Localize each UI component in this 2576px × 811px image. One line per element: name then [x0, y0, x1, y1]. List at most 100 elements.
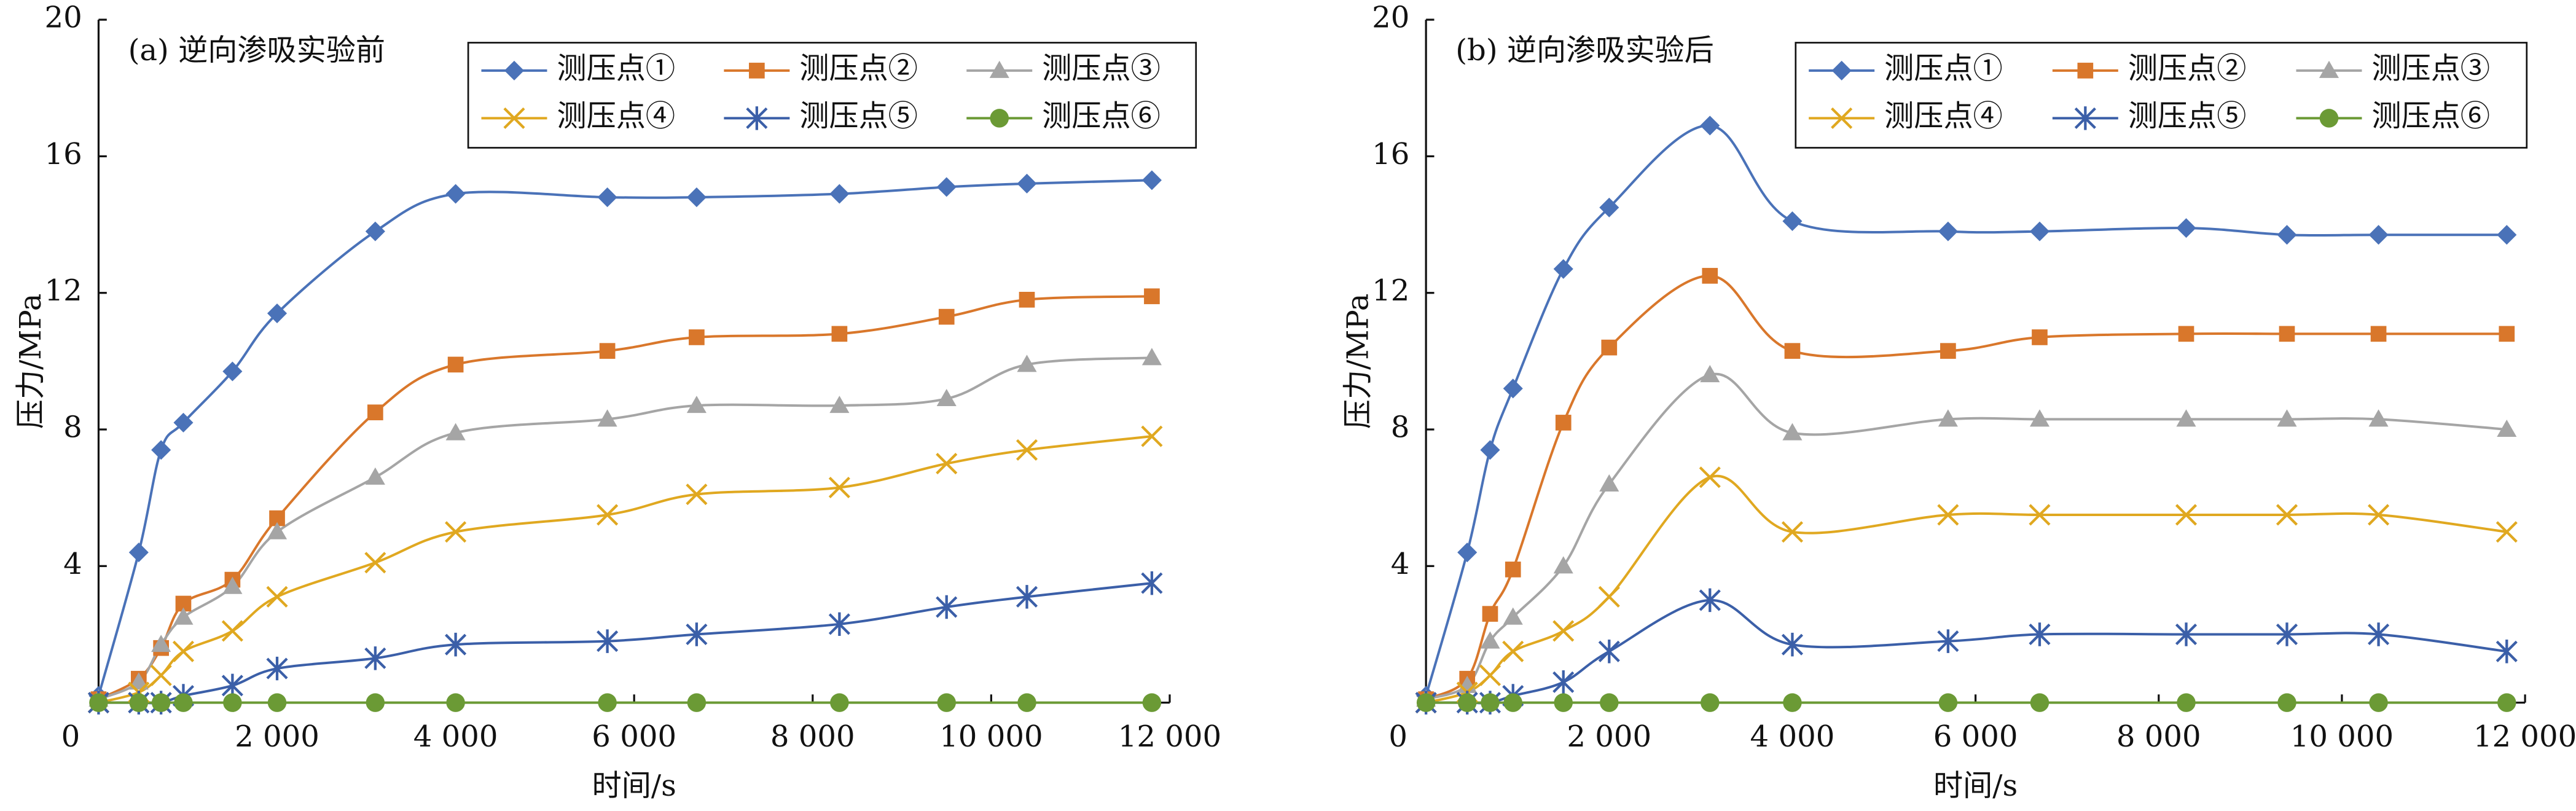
marker: [599, 343, 616, 359]
marker: [2319, 109, 2339, 128]
marker-shape: [1784, 343, 1801, 359]
marker: [2029, 504, 2051, 526]
marker: [597, 409, 617, 427]
marker: [1699, 588, 1721, 613]
legend-label: 测压点②: [2128, 51, 2247, 85]
marker: [1937, 504, 1959, 526]
marker: [1940, 343, 1956, 359]
marker-shape: [1552, 620, 1575, 642]
marker: [1782, 211, 1803, 232]
marker-shape: [1601, 339, 1618, 356]
marker: [686, 484, 708, 506]
marker: [2032, 329, 2048, 345]
marker-shape: [446, 693, 465, 712]
marker: [687, 693, 707, 712]
marker-shape: [2319, 109, 2339, 128]
marker-shape: [1480, 440, 1500, 460]
subplot: 4 8 12 16 20 0 2 000 4 000 6 000 8 000 10 000 12 00…: [1341, 1, 2576, 804]
marker: [1017, 355, 1037, 372]
marker: [267, 304, 288, 324]
y-tick-label: 12: [44, 273, 82, 308]
marker: [1702, 268, 1718, 284]
y-tick-label: 16: [1372, 137, 1409, 171]
marker-shape: [1699, 466, 1721, 488]
legend-box: [1795, 42, 2528, 149]
marker: [936, 595, 958, 619]
marker: [2279, 326, 2295, 342]
marker: [1699, 466, 1721, 488]
marker-shape: [1141, 348, 1162, 366]
marker-shape: [2368, 225, 2389, 245]
marker-shape: [2277, 409, 2297, 427]
marker: [828, 612, 850, 637]
marker: [151, 440, 171, 460]
marker: [2369, 693, 2388, 712]
marker: [365, 467, 385, 485]
marker-shape: [1482, 606, 1498, 622]
marker: [828, 476, 850, 499]
marker-shape: [365, 467, 385, 485]
marker-shape: [1702, 268, 1718, 284]
marker-shape: [1598, 640, 1620, 664]
x-tick-label: 8 000: [2116, 719, 2201, 754]
marker-shape: [597, 629, 619, 653]
marker-shape: [2368, 409, 2389, 427]
marker-shape: [1457, 693, 1477, 712]
marker-shape: [129, 693, 149, 712]
x-tick-label: 12 000: [1118, 719, 1221, 754]
marker-shape: [749, 63, 765, 79]
marker: [746, 106, 768, 130]
marker: [1600, 693, 1619, 712]
y-tick-label: 16: [44, 137, 82, 171]
marker: [1141, 571, 1163, 595]
marker-shape: [2176, 409, 2196, 427]
marker: [2368, 504, 2390, 526]
marker: [1457, 543, 1478, 563]
marker-shape: [1938, 409, 1958, 427]
marker: [1479, 664, 1501, 686]
marker-shape: [1781, 632, 1804, 657]
marker-shape: [2276, 504, 2298, 526]
marker-shape: [128, 672, 149, 690]
series-line: [1425, 274, 2507, 700]
marker: [2029, 221, 2050, 241]
marker: [1781, 521, 1804, 543]
marker-shape: [267, 522, 288, 539]
legend-label: 测压点③: [2372, 51, 2491, 85]
y-tick-label: 8: [1391, 410, 1410, 445]
marker-shape: [1019, 291, 1035, 308]
marker: [598, 693, 617, 712]
marker-shape: [1553, 556, 1573, 574]
marker-shape: [89, 693, 108, 712]
marker: [1503, 693, 1522, 712]
marker-shape: [150, 664, 172, 686]
legend: 测压点① 测压点② 测压点③ 测压点④ 测压点⑤ 测压点⑥: [467, 42, 1197, 149]
marker-shape: [1554, 693, 1573, 712]
y-tick-label: 20: [44, 1, 82, 35]
marker-shape: [445, 184, 466, 204]
series-line: [1425, 372, 2507, 701]
marker: [1938, 693, 1958, 712]
legend-label: 测压点④: [1884, 99, 2003, 133]
marker-shape: [1480, 631, 1500, 649]
marker: [686, 187, 707, 208]
marker: [2175, 622, 2198, 646]
marker: [2029, 622, 2051, 646]
marker: [1505, 562, 1521, 578]
marker: [597, 504, 619, 526]
marker-shape: [1479, 664, 1501, 686]
marker-shape: [2029, 409, 2050, 427]
marker-shape: [1017, 693, 1036, 712]
marker-shape: [2277, 693, 2296, 712]
marker: [128, 543, 149, 563]
marker: [1938, 221, 1958, 241]
marker: [1598, 586, 1620, 608]
marker: [1141, 170, 1162, 190]
marker: [223, 693, 242, 712]
marker-shape: [366, 693, 385, 712]
marker-shape: [2178, 326, 2194, 342]
marker: [2368, 622, 2390, 646]
marker-shape: [1481, 693, 1500, 712]
